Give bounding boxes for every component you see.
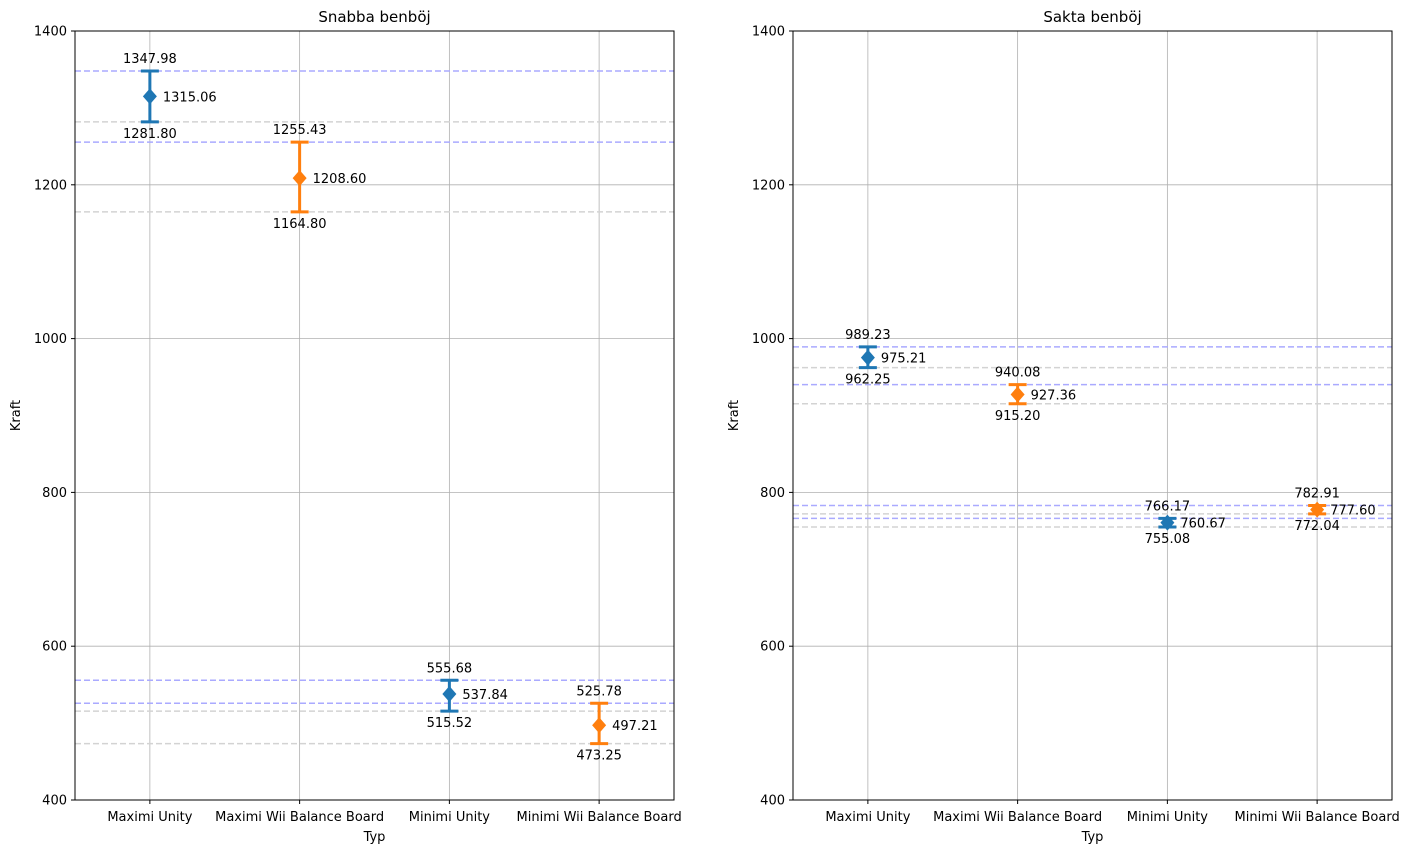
mean-marker — [1310, 501, 1325, 518]
mean-value-label: 497.21 — [612, 719, 658, 734]
y-tick-label: 1000 — [34, 332, 67, 347]
x-tick-label: Maximi Wii Balance Board — [215, 810, 384, 825]
mean-value-label: 1315.06 — [163, 90, 217, 105]
y-tick-label: 1400 — [34, 25, 67, 40]
upper-value-label: 525.78 — [576, 684, 622, 699]
mean-marker — [860, 349, 875, 366]
upper-value-label: 940.08 — [995, 366, 1041, 381]
mean-marker — [1010, 386, 1025, 403]
upper-value-label: 1255.43 — [273, 123, 327, 138]
mean-marker — [142, 88, 157, 105]
x-axis-title: Typ — [363, 830, 386, 845]
mean-value-label: 537.84 — [462, 688, 508, 703]
mean-marker — [442, 686, 457, 703]
mean-marker — [292, 170, 307, 187]
x-tick-label: Maximi Unity — [107, 810, 192, 825]
x-tick-label: Maximi Wii Balance Board — [933, 810, 1102, 825]
chart-title: Snabba benböj — [318, 8, 430, 26]
mean-value-label: 760.67 — [1180, 517, 1226, 532]
mean-value-label: 927.36 — [1031, 388, 1077, 403]
y-tick-label: 1200 — [752, 178, 785, 193]
upper-value-label: 555.68 — [427, 661, 473, 676]
mean-value-label: 1208.60 — [313, 172, 367, 187]
chart-title: Sakta benböj — [1043, 8, 1141, 26]
mean-marker — [1160, 514, 1175, 531]
upper-value-label: 989.23 — [845, 328, 891, 343]
plot-frame — [74, 30, 675, 801]
chart-snabba-benboj: 1347.98 1281.80 1315.06 1255.43 1164.80 1208.… — [9, 8, 682, 845]
mean-marker — [592, 717, 607, 734]
y-tick-label: 600 — [760, 640, 785, 655]
lower-value-label: 473.25 — [576, 749, 622, 764]
lower-value-label: 772.04 — [1294, 519, 1340, 534]
lower-value-label: 515.52 — [427, 716, 473, 731]
y-tick-label: 1000 — [752, 332, 785, 347]
x-tick-label: Maximi Unity — [825, 810, 910, 825]
y-tick-label: 1400 — [752, 25, 785, 40]
y-axis-title: Kraft — [9, 400, 24, 431]
y-axis-title: Kraft — [727, 400, 742, 431]
x-tick-label: Minimi Wii Balance Board — [517, 810, 682, 825]
plot-frame — [792, 30, 1393, 801]
lower-value-label: 1164.80 — [273, 217, 327, 232]
y-tick-label: 400 — [42, 794, 67, 809]
x-tick-label: Minimi Wii Balance Board — [1235, 810, 1400, 825]
y-tick-label: 1200 — [34, 178, 67, 193]
x-axis-title: Typ — [1081, 830, 1104, 845]
y-tick-label: 800 — [42, 486, 67, 501]
mean-value-label: 975.21 — [881, 352, 927, 367]
chart-sakta-benboj: 989.23 962.25 975.21 940.08 915.20 927.36 766.… — [727, 8, 1400, 845]
x-tick-label: Minimi Unity — [1127, 810, 1209, 825]
y-tick-label: 600 — [42, 640, 67, 655]
x-tick-label: Minimi Unity — [409, 810, 491, 825]
lower-value-label: 915.20 — [995, 409, 1041, 424]
lower-value-label: 962.25 — [845, 373, 891, 388]
lower-value-label: 1281.80 — [123, 127, 177, 142]
upper-value-label: 1347.98 — [123, 52, 177, 67]
upper-value-label: 766.17 — [1145, 499, 1191, 514]
y-tick-label: 400 — [760, 794, 785, 809]
lower-value-label: 755.08 — [1145, 532, 1191, 547]
mean-value-label: 777.60 — [1330, 504, 1376, 519]
upper-value-label: 782.91 — [1294, 487, 1340, 502]
y-tick-label: 800 — [760, 486, 785, 501]
